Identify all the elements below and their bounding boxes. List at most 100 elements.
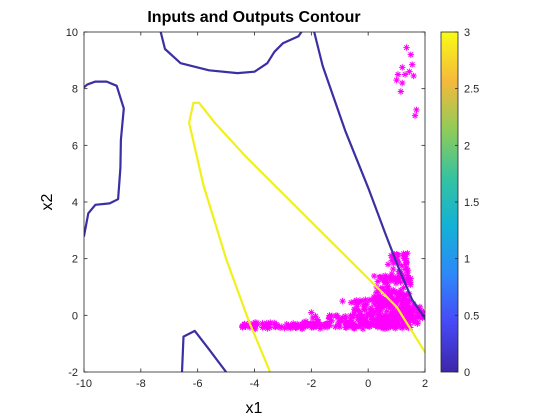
- scatter-point: [350, 324, 357, 332]
- scatter-point: [388, 257, 395, 264]
- scatter-point: [411, 304, 419, 311]
- scatter-point: [404, 315, 412, 322]
- scatter-point: [259, 324, 266, 331]
- scatter-point: [364, 310, 372, 317]
- x-tick-label: -10: [76, 378, 92, 390]
- scatter-point: [389, 265, 397, 273]
- scatter-point: [371, 309, 378, 316]
- scatter-point: [410, 72, 417, 80]
- scatter-point: [386, 303, 394, 310]
- scatter-point: [360, 321, 368, 328]
- chart-title: Inputs and Outputs Contour: [147, 9, 360, 26]
- scatter-point: [369, 312, 376, 319]
- scatter-point: [325, 315, 333, 322]
- scatter-point: [312, 312, 319, 320]
- scatter-point: [378, 298, 385, 305]
- scatter-point: [396, 323, 404, 331]
- scatter-point: [375, 320, 382, 327]
- scatter-point: [383, 308, 390, 315]
- scatter-point: [398, 323, 405, 330]
- scatter-point: [241, 320, 248, 328]
- scatter-point: [281, 324, 288, 332]
- scatter-point: [404, 301, 411, 309]
- scatter-point: [389, 315, 396, 322]
- scatter-point: [394, 71, 402, 78]
- scatter-point: [387, 320, 394, 327]
- scatter-point: [388, 275, 395, 282]
- scatter-point: [399, 318, 407, 325]
- scatter-point: [328, 312, 336, 320]
- x-tick-label: -8: [136, 378, 146, 390]
- scatter-point: [379, 323, 387, 331]
- scatter-point: [397, 88, 405, 95]
- scatter-point: [394, 318, 401, 326]
- scatter-point: [359, 325, 367, 333]
- scatter-point: [398, 290, 406, 297]
- scatter-point: [402, 297, 409, 305]
- scatter-point: [377, 293, 384, 300]
- y-tick-label: 2: [72, 254, 78, 266]
- contour-level-low-diagonal: [159, 32, 303, 75]
- y-tick-label: -2: [68, 367, 78, 379]
- scatter-point: [310, 323, 317, 331]
- scatter-point: [308, 309, 315, 316]
- scatter-point: [370, 293, 378, 301]
- scatter-point: [291, 322, 299, 329]
- scatter-point: [410, 300, 417, 308]
- scatter-point: [394, 298, 401, 305]
- scatter-point: [314, 316, 321, 323]
- scatter-point: [373, 305, 381, 312]
- scatter-point: [339, 297, 346, 305]
- scatter-point: [393, 76, 400, 84]
- scatter-point: [264, 325, 271, 332]
- scatter-point: [369, 319, 377, 326]
- scatter-point: [406, 304, 413, 312]
- scatter-point: [302, 318, 310, 325]
- colorbar-tick-label: 1.5: [464, 197, 479, 209]
- scatter-point: [355, 316, 363, 324]
- y-tick-label: 8: [72, 84, 78, 96]
- scatter-point: [356, 311, 364, 318]
- y-axis-ticks: -2 0 2 4 6 8 10: [66, 27, 425, 379]
- scatter-point: [409, 61, 416, 68]
- scatter-point: [407, 281, 414, 288]
- scatter-point: [246, 324, 254, 331]
- scatter-point: [399, 309, 407, 316]
- scatter-point: [411, 112, 419, 119]
- scatter-point: [392, 274, 399, 281]
- colorbar-tick-label: 0: [464, 367, 470, 379]
- contour-level-low-tr: [313, 32, 425, 320]
- scatter-point: [379, 284, 387, 291]
- scatter-point: [400, 284, 407, 291]
- colorbar-tick-label: 2: [464, 140, 470, 152]
- scatter-point: [350, 319, 358, 327]
- scatter-point: [407, 51, 414, 58]
- scatter-point: [373, 299, 381, 307]
- scatter-point: [363, 300, 370, 308]
- scatter-point: [390, 260, 397, 267]
- y-tick-label: 4: [72, 197, 78, 209]
- scatter-point: [347, 299, 355, 306]
- scatter-point: [405, 297, 413, 304]
- contour-level-low-bottom: [180, 329, 228, 372]
- scatter-point: [292, 324, 299, 331]
- scatter-point: [392, 290, 400, 298]
- scatter-point: [250, 323, 258, 331]
- scatter-point: [342, 315, 349, 323]
- scatter-point: [374, 278, 382, 285]
- scatter-point: [381, 278, 389, 285]
- scatter-point: [374, 289, 381, 296]
- scatter-point: [346, 323, 354, 331]
- scatter-point: [259, 320, 266, 327]
- scatter-point: [394, 314, 402, 321]
- scatter-point: [310, 319, 317, 326]
- colorbar: 0 0.5 1 1.5 2 2.5 3: [440, 27, 479, 379]
- scatter-point: [299, 323, 307, 330]
- y-tick-label: 6: [72, 140, 78, 152]
- scatter-point: [347, 317, 354, 324]
- scatter-point: [350, 314, 357, 321]
- scatter-point: [377, 307, 385, 314]
- scatter-point: [359, 314, 366, 321]
- scatter-point: [287, 324, 294, 332]
